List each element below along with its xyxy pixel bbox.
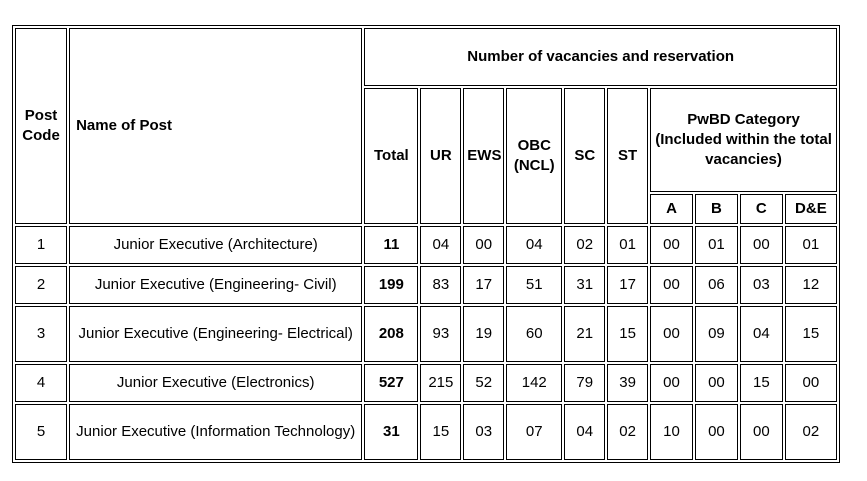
table-row: 3 Junior Executive (Engineering- Electri… xyxy=(15,306,837,362)
cell-pwbd-c: 00 xyxy=(739,226,783,264)
cell-name: Junior Executive (Information Technology… xyxy=(69,404,363,460)
cell-pwbd-c: 15 xyxy=(739,364,783,402)
cell-total: 199 xyxy=(364,266,419,304)
cell-code: 1 xyxy=(15,226,68,264)
header-pwbd: PwBD Category (Included within the total… xyxy=(650,88,837,192)
header-post-code: Post Code xyxy=(15,28,68,224)
vacancy-table: Post Code Name of Post Number of vacanci… xyxy=(12,25,840,463)
cell-pwbd-de: 12 xyxy=(784,266,837,304)
cell-sc: 02 xyxy=(564,226,606,264)
cell-obc: 04 xyxy=(506,226,563,264)
cell-code: 4 xyxy=(15,364,68,402)
header-name-of-post: Name of Post xyxy=(69,28,363,224)
cell-pwbd-b: 06 xyxy=(694,266,738,304)
table-row: 1 Junior Executive (Architecture) 11 04 … xyxy=(15,226,837,264)
cell-pwbd-c: 00 xyxy=(739,404,783,460)
cell-pwbd-de: 02 xyxy=(784,404,837,460)
cell-code: 2 xyxy=(15,266,68,304)
cell-obc: 51 xyxy=(506,266,563,304)
cell-total: 527 xyxy=(364,364,419,402)
cell-pwbd-de: 15 xyxy=(784,306,837,362)
cell-pwbd-a: 00 xyxy=(650,266,693,304)
cell-code: 5 xyxy=(15,404,68,460)
cell-ews: 19 xyxy=(463,306,505,362)
cell-ur: 215 xyxy=(420,364,462,402)
cell-st: 39 xyxy=(607,364,649,402)
cell-pwbd-b: 09 xyxy=(694,306,738,362)
header-sc: SC xyxy=(564,88,606,224)
cell-st: 17 xyxy=(607,266,649,304)
header-ur: UR xyxy=(420,88,462,224)
cell-pwbd-a: 10 xyxy=(650,404,693,460)
cell-pwbd-b: 00 xyxy=(694,404,738,460)
cell-ur: 04 xyxy=(420,226,462,264)
cell-obc: 07 xyxy=(506,404,563,460)
cell-sc: 21 xyxy=(564,306,606,362)
cell-sc: 04 xyxy=(564,404,606,460)
cell-sc: 31 xyxy=(564,266,606,304)
header-pwbd-c: C xyxy=(739,194,783,224)
header-vacancies-group: Number of vacancies and reservation xyxy=(364,28,837,86)
cell-pwbd-a: 00 xyxy=(650,364,693,402)
cell-name: Junior Executive (Electronics) xyxy=(69,364,363,402)
cell-pwbd-c: 03 xyxy=(739,266,783,304)
cell-total: 11 xyxy=(364,226,419,264)
table-row: 2 Junior Executive (Engineering- Civil) … xyxy=(15,266,837,304)
cell-name: Junior Executive (Engineering- Civil) xyxy=(69,266,363,304)
cell-ews: 03 xyxy=(463,404,505,460)
header-ews: EWS xyxy=(463,88,505,224)
cell-code: 3 xyxy=(15,306,68,362)
cell-pwbd-b: 00 xyxy=(694,364,738,402)
header-pwbd-a: A xyxy=(650,194,693,224)
table-row: 5 Junior Executive (Information Technolo… xyxy=(15,404,837,460)
cell-st: 15 xyxy=(607,306,649,362)
cell-total: 208 xyxy=(364,306,419,362)
cell-pwbd-a: 00 xyxy=(650,226,693,264)
cell-ur: 83 xyxy=(420,266,462,304)
table-row: 4 Junior Executive (Electronics) 527 215… xyxy=(15,364,837,402)
cell-ews: 52 xyxy=(463,364,505,402)
cell-ews: 17 xyxy=(463,266,505,304)
header-obc: OBC (NCL) xyxy=(506,88,563,224)
header-total: Total xyxy=(364,88,419,224)
header-st: ST xyxy=(607,88,649,224)
cell-name: Junior Executive (Architecture) xyxy=(69,226,363,264)
cell-st: 01 xyxy=(607,226,649,264)
cell-obc: 142 xyxy=(506,364,563,402)
cell-pwbd-de: 01 xyxy=(784,226,837,264)
cell-ur: 93 xyxy=(420,306,462,362)
cell-name: Junior Executive (Engineering- Electrica… xyxy=(69,306,363,362)
cell-obc: 60 xyxy=(506,306,563,362)
cell-pwbd-de: 00 xyxy=(784,364,837,402)
header-pwbd-b: B xyxy=(694,194,738,224)
header-pwbd-de: D&E xyxy=(784,194,837,224)
cell-sc: 79 xyxy=(564,364,606,402)
cell-total: 31 xyxy=(364,404,419,460)
cell-st: 02 xyxy=(607,404,649,460)
cell-pwbd-c: 04 xyxy=(739,306,783,362)
cell-pwbd-a: 00 xyxy=(650,306,693,362)
cell-ews: 00 xyxy=(463,226,505,264)
cell-pwbd-b: 01 xyxy=(694,226,738,264)
cell-ur: 15 xyxy=(420,404,462,460)
